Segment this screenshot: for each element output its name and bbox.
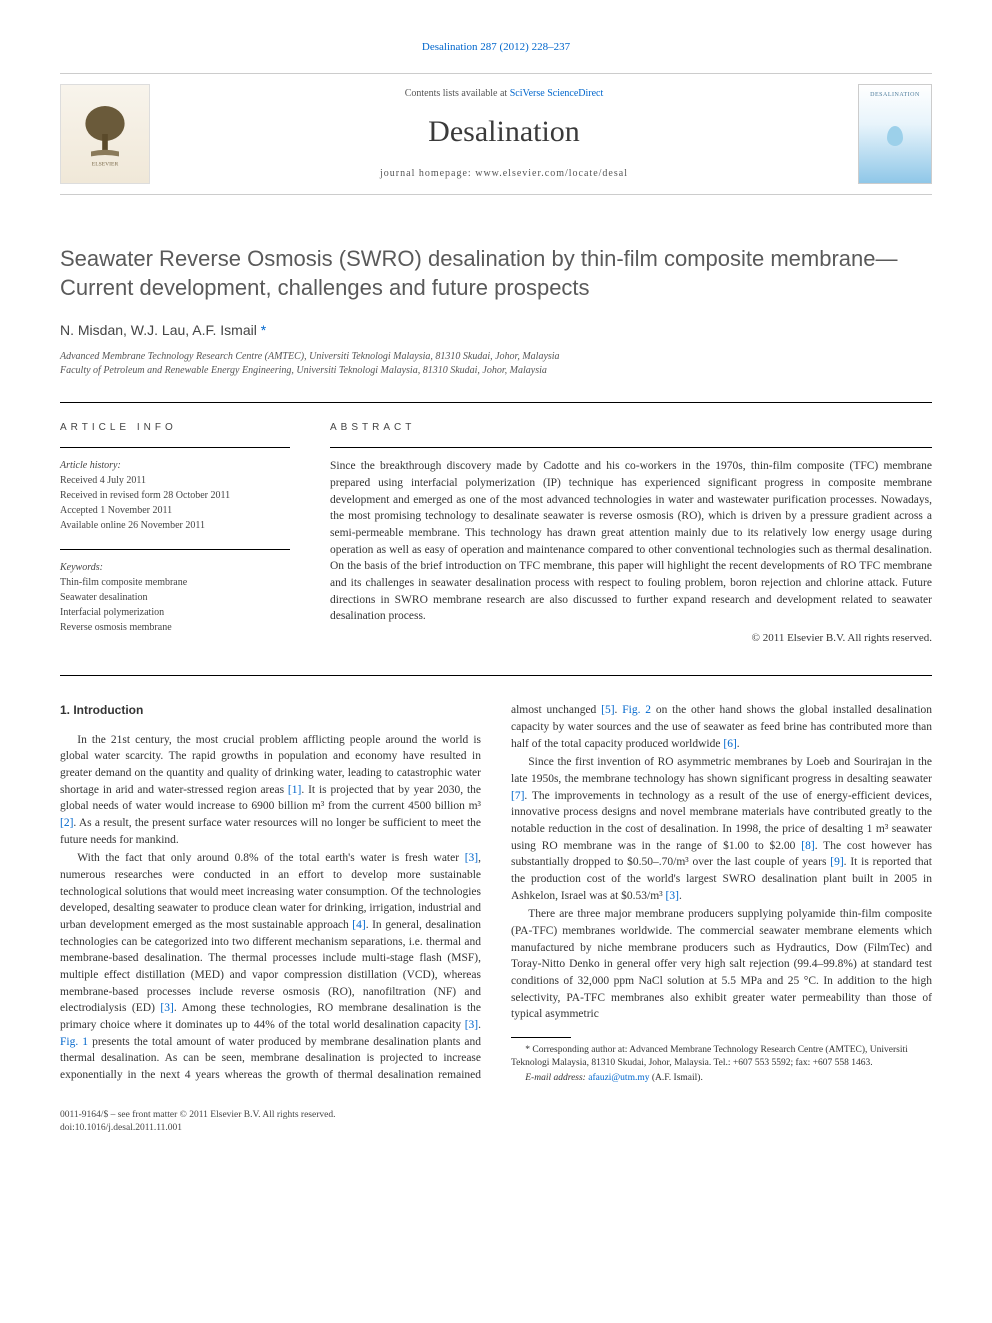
sciencedirect-link[interactable]: SciVerse ScienceDirect (510, 88, 604, 99)
keyword-2: Seawater desalination (60, 590, 290, 605)
issn-copyright-line: 0011-9164/$ – see front matter © 2011 El… (60, 1109, 932, 1122)
ref-3d[interactable]: [3] (666, 890, 679, 902)
abstract-copyright: © 2011 Elsevier B.V. All rights reserved… (330, 631, 932, 646)
abstract-divider (330, 447, 932, 448)
affiliation-2: Faculty of Petroleum and Renewable Energ… (60, 364, 932, 378)
authors-line: N. Misdan, W.J. Lau, A.F. Ismail * (60, 321, 932, 341)
ref-6[interactable]: [6] (723, 738, 736, 750)
abstract-text: Since the breakthrough discovery made by… (330, 458, 932, 625)
affiliation-1: Advanced Membrane Technology Research Ce… (60, 350, 932, 364)
keywords-label: Keywords: (60, 560, 290, 575)
journal-header: ELSEVIER Contents lists available at Sci… (60, 73, 932, 195)
article-body: 1. Introduction In the 21st century, the… (60, 702, 932, 1085)
ref-3b[interactable]: [3] (160, 1002, 173, 1014)
corresponding-footnote: * Corresponding author at: Advanced Memb… (511, 1044, 932, 1070)
history-accepted: Accepted 1 November 2011 (60, 503, 290, 518)
info-divider (60, 447, 290, 448)
contents-available-line: Contents lists available at SciVerse Sci… (150, 87, 858, 101)
divider-bottom (60, 675, 932, 676)
keyword-1: Thin-film composite membrane (60, 575, 290, 590)
info-divider-2 (60, 549, 290, 550)
footer-meta: 0011-9164/$ – see front matter © 2011 El… (60, 1109, 932, 1136)
section-1-heading: 1. Introduction (60, 702, 481, 719)
journal-title: Desalination (150, 111, 858, 153)
history-revised: Received in revised form 28 October 2011 (60, 488, 290, 503)
article-title: Seawater Reverse Osmosis (SWRO) desalina… (60, 245, 932, 302)
abstract-heading: ABSTRACT (330, 421, 932, 435)
ref-7[interactable]: [7] (511, 790, 524, 802)
keyword-3: Interfacial polymerization (60, 605, 290, 620)
body-paragraph-1: In the 21st century, the most crucial pr… (60, 732, 481, 849)
svg-text:ELSEVIER: ELSEVIER (92, 162, 119, 168)
elsevier-logo: ELSEVIER (60, 84, 150, 184)
ref-3c[interactable]: [3] (465, 1019, 478, 1031)
journal-citation-link[interactable]: Desalination 287 (2012) 228–237 (422, 41, 570, 53)
body-paragraph-3: Since the first invention of RO asymmetr… (511, 754, 932, 904)
ref-1[interactable]: [1] (288, 784, 301, 796)
journal-homepage-url: www.elsevier.com/locate/desal (475, 168, 628, 179)
article-info-heading: ARTICLE INFO (60, 421, 290, 435)
footnote-separator (511, 1037, 571, 1038)
history-online: Available online 26 November 2011 (60, 518, 290, 533)
body-paragraph-4: There are three major membrane producers… (511, 906, 932, 1023)
journal-homepage-line: journal homepage: www.elsevier.com/locat… (150, 167, 858, 181)
history-received: Received 4 July 2011 (60, 473, 290, 488)
running-header: Desalination 287 (2012) 228–237 (60, 40, 932, 55)
droplet-icon (887, 126, 903, 146)
history-label: Article history: (60, 458, 290, 473)
keyword-4: Reverse osmosis membrane (60, 620, 290, 635)
ref-5[interactable]: [5] (601, 704, 614, 716)
ref-3a[interactable]: [3] (465, 852, 478, 864)
fig-1-link[interactable]: Fig. 1 (60, 1036, 88, 1048)
ref-2[interactable]: [2] (60, 817, 73, 829)
corresponding-mark[interactable]: * (261, 322, 266, 338)
email-link[interactable]: afauzi@utm.my (588, 1073, 649, 1083)
journal-cover-thumbnail: DESALINATION (858, 84, 932, 184)
elsevier-tree-icon: ELSEVIER (70, 99, 140, 169)
doi-line: doi:10.1016/j.desal.2011.11.001 (60, 1122, 932, 1135)
ref-8[interactable]: [8] (801, 840, 814, 852)
affiliations: Advanced Membrane Technology Research Ce… (60, 350, 932, 378)
email-footnote: E-mail address: afauzi@utm.my (A.F. Isma… (511, 1072, 932, 1085)
ref-4[interactable]: [4] (352, 919, 365, 931)
ref-9[interactable]: [9] (830, 856, 843, 868)
fig-2-link[interactable]: Fig. 2 (622, 704, 651, 716)
